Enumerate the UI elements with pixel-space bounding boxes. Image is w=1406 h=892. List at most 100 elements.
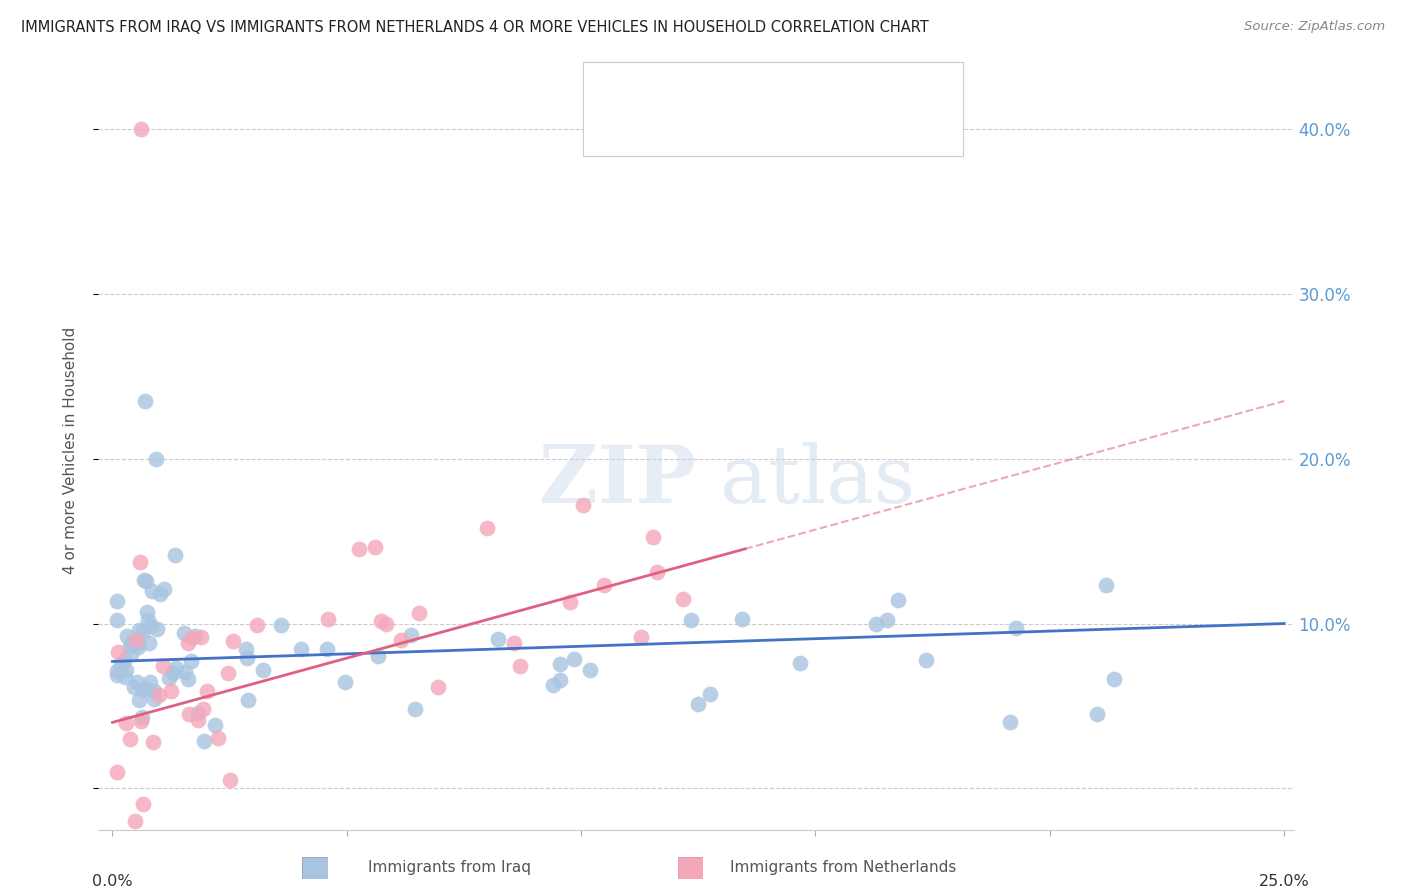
Point bbox=[145, 451, 167, 466]
Point bbox=[177, 706, 200, 721]
Point bbox=[578, 663, 600, 677]
Text: Source: ZipAtlas.com: Source: ZipAtlas.com bbox=[1244, 20, 1385, 33]
Point bbox=[204, 717, 226, 731]
Point bbox=[592, 578, 614, 592]
Point bbox=[688, 697, 710, 711]
Point bbox=[914, 652, 936, 666]
Point bbox=[173, 665, 195, 680]
Point bbox=[876, 613, 898, 627]
Text: R =: R = bbox=[640, 119, 676, 136]
Point bbox=[157, 671, 180, 685]
Point bbox=[141, 583, 163, 598]
Point bbox=[370, 614, 392, 628]
Text: 44: 44 bbox=[769, 119, 794, 136]
Text: 0.135: 0.135 bbox=[675, 81, 731, 99]
Text: 0.0%: 0.0% bbox=[93, 874, 132, 889]
Point bbox=[180, 655, 202, 669]
Point bbox=[190, 630, 212, 644]
Point bbox=[1095, 578, 1118, 592]
Point bbox=[1102, 672, 1125, 686]
Point bbox=[129, 122, 152, 136]
Point bbox=[375, 617, 398, 632]
Point bbox=[135, 681, 157, 695]
Point bbox=[426, 680, 449, 694]
Point bbox=[572, 499, 595, 513]
Point bbox=[128, 556, 150, 570]
Point bbox=[671, 591, 693, 606]
Point bbox=[207, 731, 229, 745]
Point bbox=[115, 716, 138, 731]
Text: ZIP: ZIP bbox=[538, 442, 696, 520]
Point bbox=[120, 639, 142, 653]
Point bbox=[114, 670, 136, 684]
Point bbox=[105, 613, 128, 627]
Point bbox=[217, 666, 239, 681]
Point bbox=[129, 714, 152, 729]
Point bbox=[509, 658, 531, 673]
Point bbox=[699, 687, 721, 701]
Text: Immigrants from Netherlands: Immigrants from Netherlands bbox=[730, 860, 957, 874]
Point bbox=[502, 636, 524, 650]
Point bbox=[131, 624, 153, 638]
Point bbox=[219, 772, 242, 787]
Point bbox=[127, 635, 149, 649]
Point bbox=[124, 814, 146, 829]
Point bbox=[125, 674, 148, 689]
Point bbox=[543, 678, 565, 692]
Point bbox=[128, 640, 150, 654]
Point bbox=[550, 657, 572, 671]
Point bbox=[477, 521, 499, 535]
Point bbox=[236, 650, 259, 665]
Point bbox=[146, 622, 169, 636]
Point bbox=[235, 641, 257, 656]
Point bbox=[1004, 621, 1026, 635]
Point bbox=[173, 626, 195, 640]
Point bbox=[887, 593, 910, 607]
Point bbox=[998, 715, 1021, 730]
Point bbox=[132, 683, 155, 698]
Text: 80: 80 bbox=[769, 81, 794, 99]
Point bbox=[404, 702, 426, 716]
Point bbox=[139, 675, 162, 690]
Point bbox=[177, 672, 200, 686]
Point bbox=[138, 636, 160, 650]
Point bbox=[1085, 707, 1108, 722]
Point bbox=[865, 616, 887, 631]
Point bbox=[128, 693, 150, 707]
Point bbox=[112, 653, 135, 667]
Point bbox=[630, 630, 652, 644]
Point bbox=[270, 618, 292, 632]
Point bbox=[643, 530, 665, 544]
Point bbox=[120, 647, 142, 661]
Point bbox=[391, 632, 413, 647]
Text: 0.370: 0.370 bbox=[675, 119, 731, 136]
Point bbox=[131, 710, 153, 724]
Point bbox=[148, 688, 170, 702]
Point bbox=[645, 565, 668, 579]
Point bbox=[134, 394, 156, 409]
Point bbox=[222, 634, 245, 648]
Text: N =: N = bbox=[734, 81, 770, 99]
Point bbox=[143, 684, 166, 698]
Point bbox=[105, 668, 128, 682]
Point bbox=[122, 680, 145, 694]
Point bbox=[152, 659, 174, 673]
Point bbox=[125, 632, 148, 647]
Point bbox=[136, 613, 159, 627]
Point bbox=[105, 764, 128, 779]
Point bbox=[318, 612, 340, 626]
Point bbox=[153, 582, 176, 597]
Text: atlas: atlas bbox=[720, 442, 915, 520]
Point bbox=[364, 540, 387, 554]
Text: N =: N = bbox=[734, 119, 770, 136]
Point bbox=[562, 652, 585, 666]
Point bbox=[560, 595, 582, 609]
Point bbox=[191, 702, 214, 716]
Point bbox=[180, 632, 202, 646]
Text: Immigrants from Iraq: Immigrants from Iraq bbox=[368, 860, 531, 874]
Point bbox=[132, 797, 155, 812]
Point bbox=[193, 733, 215, 747]
Point bbox=[135, 574, 157, 588]
Point bbox=[141, 619, 163, 633]
Point bbox=[333, 675, 356, 690]
